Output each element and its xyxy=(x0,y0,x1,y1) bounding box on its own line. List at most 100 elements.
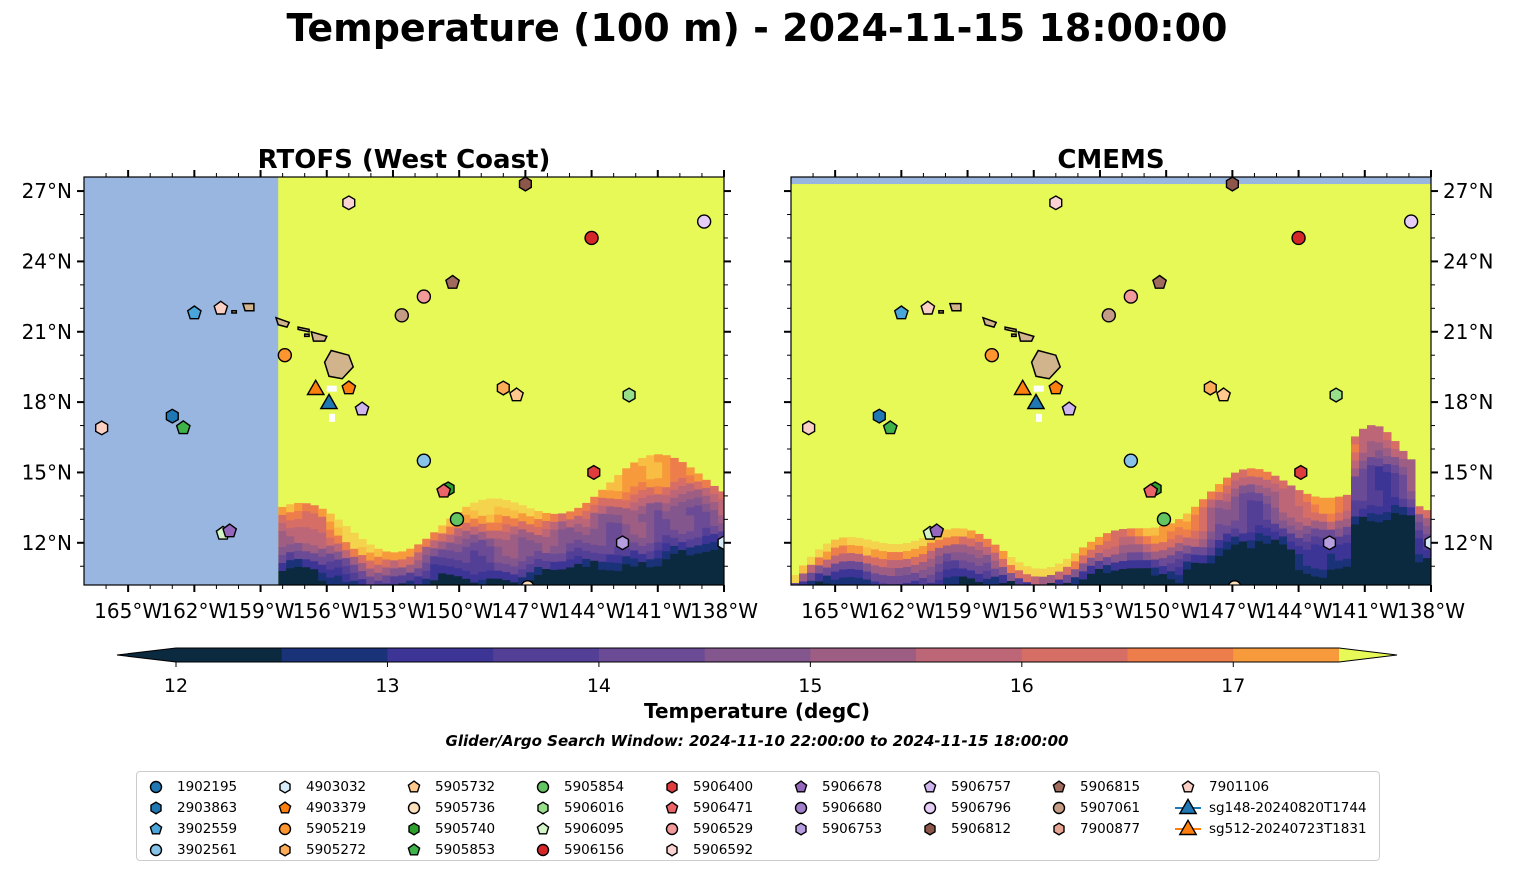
legend-marker[interactable] xyxy=(794,801,808,815)
legend-marker[interactable] xyxy=(1181,780,1195,793)
observation-marker[interactable] xyxy=(520,580,535,594)
observation-marker[interactable] xyxy=(1322,535,1337,551)
legend-marker[interactable] xyxy=(666,843,678,857)
observation-marker[interactable] xyxy=(1216,387,1232,402)
observation-marker[interactable] xyxy=(277,348,293,363)
observation-marker[interactable] xyxy=(1403,214,1419,229)
colorbar-segment xyxy=(598,648,706,662)
legend-marker[interactable] xyxy=(666,780,678,794)
observation-marker[interactable] xyxy=(1152,274,1168,289)
observation-marker[interactable] xyxy=(165,408,179,424)
observation-marker[interactable] xyxy=(518,177,532,192)
observation-marker[interactable] xyxy=(696,214,712,229)
observation-marker[interactable] xyxy=(929,523,945,538)
observation-marker[interactable] xyxy=(872,408,886,424)
legend-marker[interactable] xyxy=(150,801,162,815)
observation-marker[interactable] xyxy=(394,308,409,323)
observation-marker[interactable] xyxy=(893,305,909,320)
legend-marker[interactable] xyxy=(149,822,163,835)
observation-marker[interactable] xyxy=(1101,308,1116,323)
observation-marker[interactable] xyxy=(306,378,326,396)
observation-marker[interactable] xyxy=(615,535,630,551)
observation-marker[interactable] xyxy=(882,420,898,435)
observation-marker[interactable] xyxy=(94,420,109,436)
legend-marker[interactable] xyxy=(1053,822,1065,836)
observation-marker[interactable] xyxy=(717,535,730,551)
observation-marker[interactable] xyxy=(445,274,461,289)
observation-marker[interactable] xyxy=(416,289,432,304)
observation-marker[interactable] xyxy=(341,380,357,395)
legend-marker[interactable] xyxy=(536,822,550,835)
legend-marker[interactable] xyxy=(665,801,679,814)
observation-marker[interactable] xyxy=(1061,401,1077,416)
legend-marker[interactable] xyxy=(536,843,550,857)
legend-marker[interactable] xyxy=(1052,780,1066,793)
figure-title: Temperature (100 m) - 2024-11-15 18:00:0… xyxy=(286,6,1228,50)
observation-marker[interactable] xyxy=(213,300,229,315)
legend-marker[interactable] xyxy=(923,780,937,793)
legend-marker[interactable] xyxy=(278,801,292,814)
observation-marker[interactable] xyxy=(1225,177,1240,192)
legend-marker[interactable] xyxy=(924,822,936,836)
observation-marker[interactable] xyxy=(354,401,370,416)
observation-marker[interactable] xyxy=(1049,195,1063,211)
legend-marker[interactable] xyxy=(407,843,421,856)
observation-marker[interactable] xyxy=(509,387,525,402)
legend-marker[interactable] xyxy=(536,780,550,794)
observation-marker[interactable] xyxy=(1026,392,1046,410)
observation-marker[interactable] xyxy=(984,348,1000,363)
observation-marker[interactable] xyxy=(1123,453,1139,468)
legend-marker[interactable] xyxy=(1178,797,1198,815)
legend-marker[interactable] xyxy=(149,780,163,794)
observation-marker[interactable] xyxy=(920,300,936,315)
lon-tick-label: 147°W xyxy=(491,599,559,623)
legend-label: 5905219 xyxy=(306,820,367,837)
observation-marker[interactable] xyxy=(1227,580,1242,594)
legend-item: 3902561 xyxy=(141,839,237,860)
legend-marker[interactable] xyxy=(149,843,163,857)
observation-marker[interactable] xyxy=(1424,535,1437,551)
legend-marker[interactable] xyxy=(407,801,421,815)
map-panel-cmems[interactable]: 165°W162°W159°W156°W153°W150°W147°W144°W… xyxy=(784,170,1493,623)
observation-marker[interactable] xyxy=(222,523,238,538)
legend-marker[interactable] xyxy=(279,780,291,794)
legend-marker[interactable] xyxy=(794,780,808,793)
observation-marker[interactable] xyxy=(1143,483,1159,498)
observation-marker[interactable] xyxy=(1013,378,1033,396)
legend-marker[interactable] xyxy=(665,822,679,836)
observation-marker[interactable] xyxy=(449,512,465,527)
legend-item: 5906680 xyxy=(786,797,882,818)
legend-label: 5905740 xyxy=(435,820,496,837)
observation-marker[interactable] xyxy=(1329,387,1343,403)
map-panel-rtofs[interactable]: 165°W162°W159°W156°W153°W150°W147°W144°W… xyxy=(22,170,759,623)
legend-marker[interactable] xyxy=(279,843,291,857)
observation-marker[interactable] xyxy=(319,392,339,410)
legend-marker[interactable] xyxy=(537,801,549,815)
observation-marker[interactable] xyxy=(1048,380,1064,395)
observation-marker[interactable] xyxy=(1156,512,1172,527)
legend-marker[interactable] xyxy=(795,822,807,836)
observation-marker[interactable] xyxy=(175,420,191,435)
legend-item: 7900877 xyxy=(1044,818,1140,839)
observation-marker[interactable] xyxy=(622,387,636,403)
observation-marker[interactable] xyxy=(584,230,599,246)
legend-marker[interactable] xyxy=(1052,801,1066,815)
observation-marker[interactable] xyxy=(1203,380,1217,396)
observation-marker[interactable] xyxy=(802,420,816,436)
legend-marker[interactable] xyxy=(1178,818,1198,836)
legend-marker[interactable] xyxy=(923,801,937,815)
observation-marker[interactable] xyxy=(342,195,356,211)
observation-marker[interactable] xyxy=(1123,289,1139,304)
legend-marker[interactable] xyxy=(407,780,421,793)
lon-tick-label: 153°W xyxy=(359,599,427,623)
observation-marker[interactable] xyxy=(587,464,601,481)
panel-title-cmems: CMEMS xyxy=(1057,145,1164,175)
legend-marker[interactable] xyxy=(278,822,292,836)
observation-marker[interactable] xyxy=(436,483,452,498)
legend-marker[interactable] xyxy=(408,822,420,836)
observation-marker[interactable] xyxy=(496,380,510,396)
observation-marker[interactable] xyxy=(186,305,202,320)
observation-marker[interactable] xyxy=(416,453,432,468)
observation-marker[interactable] xyxy=(1291,230,1306,246)
observation-marker[interactable] xyxy=(1294,464,1308,481)
